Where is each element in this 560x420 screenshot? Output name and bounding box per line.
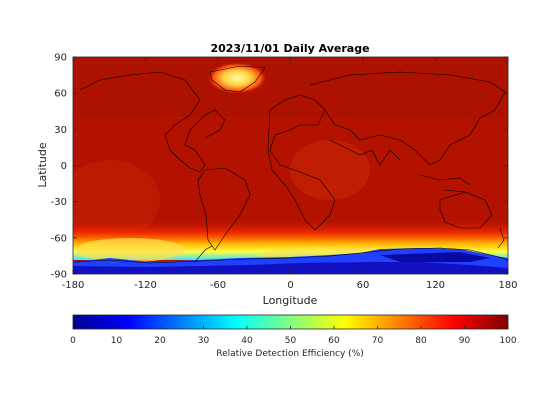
colorbar-tick-label: 40 xyxy=(241,336,253,346)
y-tick-label: 30 xyxy=(54,125,67,136)
colorbar-tick-label: 80 xyxy=(415,336,427,346)
x-axis: -180 -120 -60 0 60 120 180 xyxy=(62,57,518,291)
heatmap-area xyxy=(73,57,508,274)
y-tick-label: -90 xyxy=(51,270,67,281)
colorbar-tick-label: 90 xyxy=(459,336,471,346)
y-tick-label: 0 xyxy=(61,161,67,172)
y-tick-label: -60 xyxy=(51,233,67,244)
colorbar-tick-label: 70 xyxy=(372,336,384,346)
x-tick-label: -120 xyxy=(134,280,157,291)
colorbar-tick-label: 10 xyxy=(111,336,123,346)
colorbar-axis: 0 10 20 30 40 50 60 70 80 90 100 xyxy=(70,326,517,346)
x-tick-label: -180 xyxy=(62,280,85,291)
greenland-region xyxy=(207,62,267,94)
coastlines xyxy=(74,65,508,264)
y-tick-label: -30 xyxy=(51,197,67,208)
colorbar-tick-label: 30 xyxy=(198,336,210,346)
colorbar-tick-label: 100 xyxy=(499,336,516,346)
y-tick-label: 60 xyxy=(54,89,67,100)
colorbar-tick-label: 60 xyxy=(328,336,340,346)
colorbar-tick-label: 0 xyxy=(70,336,76,346)
x-tick-label: 120 xyxy=(426,280,445,291)
colorbar-label: Relative Detection Efficiency (%) xyxy=(216,349,364,359)
x-tick-label: 60 xyxy=(357,280,370,291)
x-tick-label: -60 xyxy=(210,280,226,291)
y-axis-label: Latitude xyxy=(36,142,49,188)
x-tick-label: 0 xyxy=(287,280,293,291)
y-tick-label: 90 xyxy=(54,53,67,64)
colorbar-tick-label: 50 xyxy=(285,336,297,346)
x-tick-label: 180 xyxy=(498,280,517,291)
x-axis-label: Longitude xyxy=(263,294,318,307)
chart-title: 2023/11/01 Daily Average xyxy=(210,42,369,55)
y-axis: 90 60 30 0 -30 -60 -90 xyxy=(51,53,508,281)
colorbar-tick-label: 20 xyxy=(154,336,166,346)
